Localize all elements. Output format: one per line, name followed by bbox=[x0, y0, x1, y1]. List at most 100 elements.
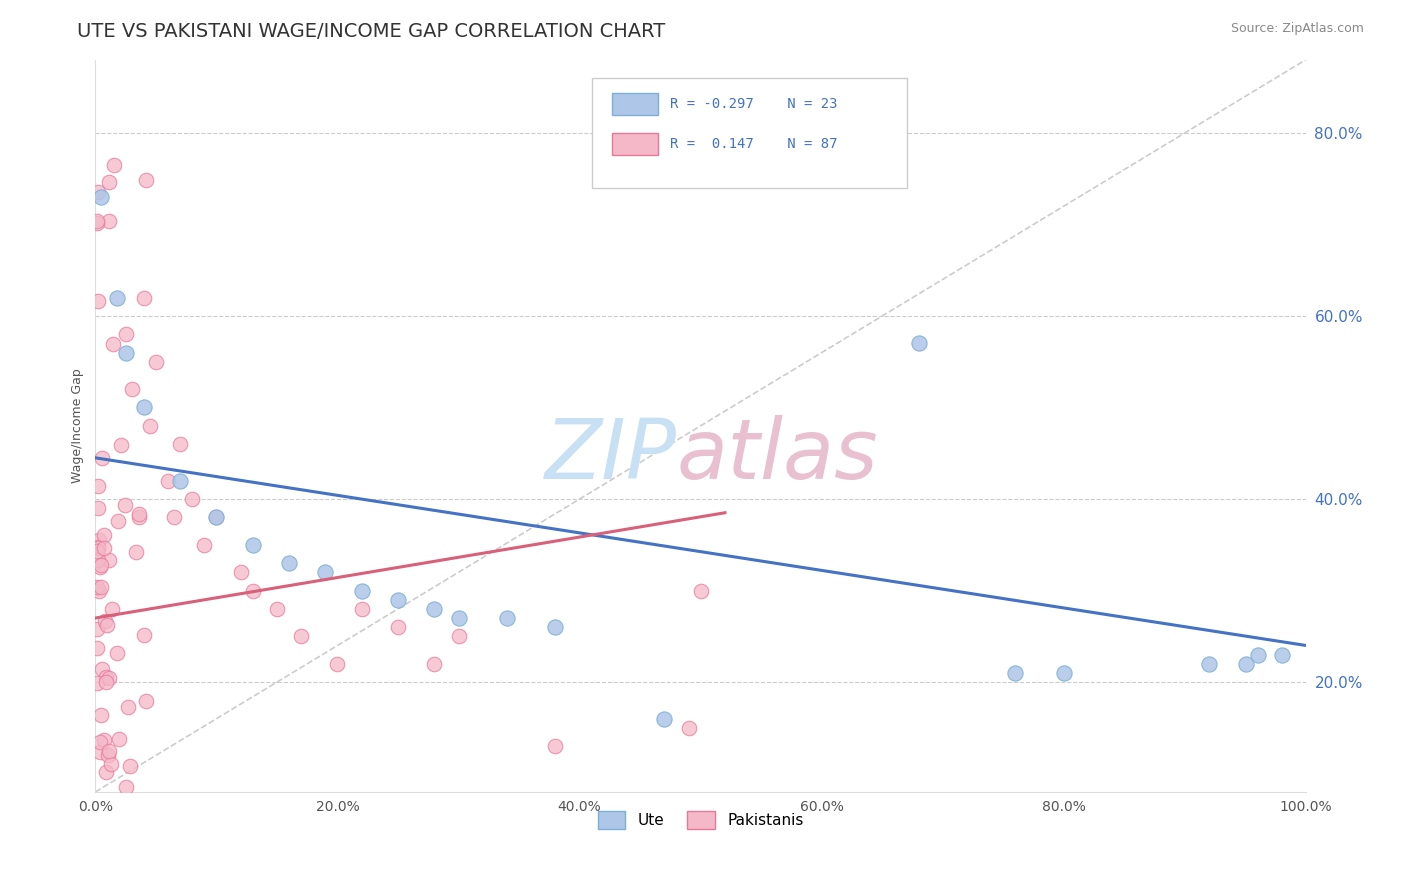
Point bbox=[114, 327, 136, 342]
Point bbox=[689, 583, 711, 598]
Point bbox=[350, 583, 373, 598]
Point bbox=[97, 747, 120, 762]
Point bbox=[86, 214, 108, 228]
Point bbox=[654, 712, 676, 726]
Point bbox=[97, 213, 120, 227]
Point bbox=[87, 533, 110, 548]
Point bbox=[134, 628, 156, 642]
Point bbox=[107, 514, 129, 528]
Point bbox=[114, 780, 136, 795]
Point bbox=[103, 336, 125, 351]
Point bbox=[90, 580, 112, 594]
Point bbox=[103, 158, 125, 172]
Text: UTE VS PAKISTANI WAGE/INCOME GAP CORRELATION CHART: UTE VS PAKISTANI WAGE/INCOME GAP CORRELA… bbox=[77, 22, 665, 41]
Point bbox=[114, 498, 136, 512]
Point bbox=[290, 629, 312, 643]
Point bbox=[128, 507, 150, 521]
Text: Source: ZipAtlas.com: Source: ZipAtlas.com bbox=[1230, 22, 1364, 36]
Point bbox=[120, 759, 142, 773]
Point bbox=[87, 584, 110, 599]
Point bbox=[105, 647, 128, 661]
Point bbox=[86, 641, 108, 656]
Point bbox=[96, 617, 118, 632]
Point bbox=[114, 345, 136, 359]
FancyBboxPatch shape bbox=[592, 78, 907, 187]
Point bbox=[205, 510, 228, 524]
Legend: Ute, Pakistanis: Ute, Pakistanis bbox=[592, 805, 810, 836]
Point bbox=[163, 510, 186, 524]
Point bbox=[86, 580, 108, 594]
Point bbox=[90, 558, 112, 572]
Point bbox=[90, 190, 112, 204]
Point bbox=[87, 541, 110, 555]
Point bbox=[89, 745, 111, 759]
Text: R = -0.297    N = 23: R = -0.297 N = 23 bbox=[671, 96, 838, 111]
Point bbox=[496, 611, 519, 625]
Point bbox=[87, 479, 110, 493]
Point bbox=[135, 173, 157, 187]
Point bbox=[423, 657, 446, 671]
Point bbox=[1053, 665, 1076, 680]
Point bbox=[156, 474, 179, 488]
Bar bbox=[613, 133, 658, 155]
Point bbox=[87, 293, 110, 308]
Point bbox=[387, 592, 409, 607]
Point bbox=[907, 336, 929, 351]
Text: ZIP: ZIP bbox=[544, 415, 676, 496]
Point bbox=[94, 674, 117, 689]
Point bbox=[87, 500, 110, 515]
Point bbox=[1271, 648, 1294, 662]
Point bbox=[242, 583, 264, 598]
Point bbox=[86, 622, 108, 636]
Text: atlas: atlas bbox=[676, 415, 879, 496]
Point bbox=[98, 553, 121, 567]
Point bbox=[97, 175, 120, 189]
Bar bbox=[613, 93, 658, 114]
Point bbox=[135, 693, 157, 707]
Point bbox=[86, 543, 108, 558]
Point bbox=[97, 744, 120, 758]
Point bbox=[110, 438, 132, 452]
Point bbox=[90, 708, 112, 723]
Point bbox=[91, 450, 114, 465]
Point bbox=[1198, 657, 1220, 671]
Point bbox=[94, 670, 117, 684]
Point bbox=[86, 541, 108, 555]
Point bbox=[544, 620, 567, 634]
Point bbox=[93, 732, 115, 747]
Point bbox=[678, 721, 700, 735]
Point bbox=[278, 556, 301, 570]
Point bbox=[128, 509, 150, 524]
Point bbox=[121, 382, 143, 396]
Point bbox=[117, 699, 139, 714]
Point bbox=[94, 614, 117, 628]
Point bbox=[132, 291, 155, 305]
Point bbox=[193, 538, 215, 552]
Point bbox=[86, 675, 108, 690]
Point bbox=[266, 602, 288, 616]
Point bbox=[447, 611, 470, 625]
Point bbox=[205, 510, 228, 524]
Point bbox=[132, 401, 155, 415]
Point bbox=[387, 620, 409, 634]
Point bbox=[447, 629, 470, 643]
Point bbox=[108, 731, 131, 746]
Point bbox=[169, 474, 191, 488]
Point bbox=[100, 757, 122, 772]
Point bbox=[423, 602, 446, 616]
Point bbox=[326, 657, 349, 671]
Point bbox=[97, 672, 120, 686]
Point bbox=[87, 553, 110, 567]
Point bbox=[1246, 648, 1268, 662]
Point bbox=[242, 538, 264, 552]
Point bbox=[91, 662, 114, 676]
Point bbox=[1004, 665, 1026, 680]
Point bbox=[89, 559, 111, 574]
Point bbox=[229, 566, 252, 580]
Point bbox=[139, 418, 162, 433]
Point bbox=[314, 566, 336, 580]
Point bbox=[125, 545, 148, 559]
Point bbox=[145, 354, 167, 368]
Point bbox=[544, 739, 567, 754]
Point bbox=[93, 528, 115, 542]
